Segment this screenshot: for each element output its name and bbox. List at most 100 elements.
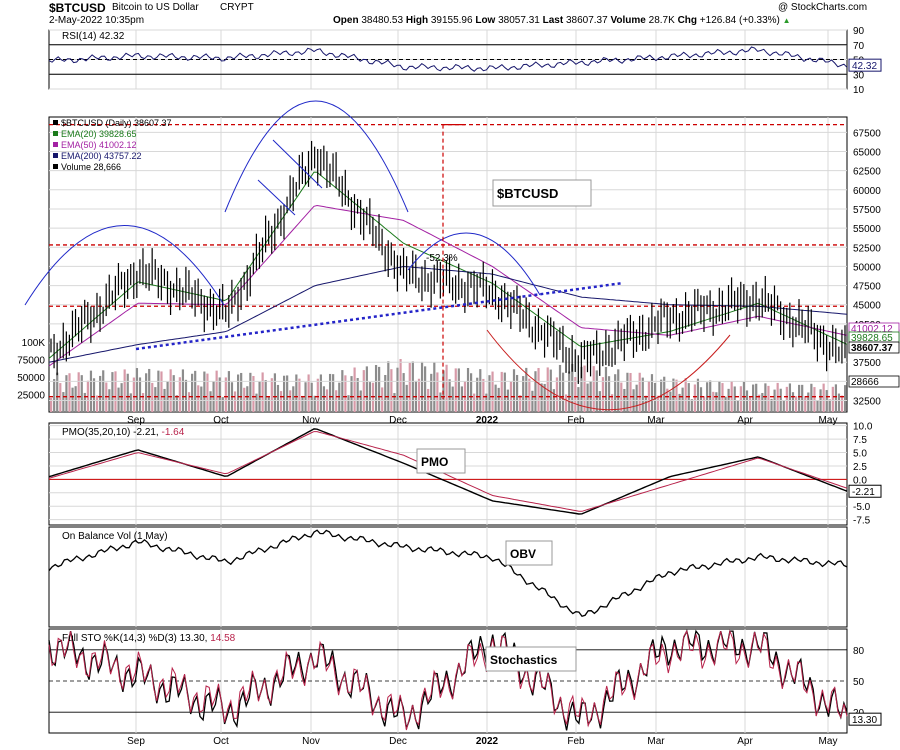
volume-bar — [601, 377, 605, 412]
volume-bar — [313, 395, 316, 412]
price-badge: 28666 — [851, 377, 879, 388]
volume-bar — [197, 385, 200, 412]
pmo-tick-label: 2.5 — [853, 462, 867, 473]
volume-bar — [374, 365, 378, 412]
rsi-label: RSI(14) 42.32 — [62, 31, 125, 42]
volume-bar — [638, 372, 641, 412]
volume-bar — [448, 379, 451, 412]
last-value: 38607.37 — [565, 15, 608, 26]
volume-bar — [135, 368, 139, 412]
volume-bar — [227, 371, 231, 412]
volume-bar — [200, 386, 203, 412]
volume-bar — [476, 377, 479, 412]
volume-bar — [494, 384, 497, 412]
volume-bar — [289, 390, 292, 412]
volume-bar — [175, 395, 178, 412]
volume-bar — [473, 393, 476, 412]
x-month-label: Mar — [647, 415, 665, 426]
volume-bar — [295, 374, 298, 412]
volume-bar — [408, 363, 411, 412]
pmo-tick-label: 5.0 — [853, 449, 867, 460]
x-month-label: Apr — [737, 415, 753, 426]
x-month-label: Dec — [389, 415, 407, 426]
volume-bar — [810, 383, 813, 412]
volume-bar — [509, 381, 513, 412]
volume-bar — [479, 369, 482, 412]
sto-annotation: Stochastics — [490, 653, 558, 667]
volume-bar — [739, 386, 742, 412]
legend-entry: Volume 28,666 — [61, 162, 121, 172]
price-tick-label: 62500 — [853, 167, 881, 178]
volume-bar — [322, 386, 326, 412]
open-label: Open — [333, 15, 359, 26]
legend-entry: EMA(50) 41002.12 — [61, 140, 137, 150]
volume-bar — [151, 382, 154, 412]
volume-bar — [519, 395, 522, 412]
header-name: Bitcoin to US Dollar — [112, 2, 199, 13]
trend-stroke — [272, 139, 323, 189]
volume-bar — [430, 373, 433, 412]
drop-percent-label: -52.3% — [426, 253, 458, 264]
volume-bar — [770, 398, 773, 412]
volume-bar — [187, 392, 191, 412]
pmo-tick-label: 10.0 — [853, 422, 873, 433]
volume-tick-label: 100K — [22, 338, 46, 349]
volume-bar — [304, 382, 307, 412]
volume-bar — [310, 382, 313, 412]
x-month-label: Apr — [737, 736, 753, 747]
volume-bar — [469, 373, 473, 412]
volume-tick-label: 25000 — [17, 391, 45, 402]
volume-bar — [801, 384, 804, 412]
volume-bar — [767, 385, 770, 412]
volume-bar — [71, 387, 74, 412]
cup-arc — [486, 329, 731, 411]
volume-bar — [424, 366, 427, 412]
volume-bar — [178, 377, 181, 412]
ema20-line — [48, 171, 848, 359]
volume-bar — [148, 368, 151, 412]
pmo-tick-label: -5.0 — [853, 502, 871, 513]
volume-bar — [267, 396, 270, 412]
volume-bar — [598, 391, 601, 412]
price-tick-label: 60000 — [853, 186, 881, 197]
volume-bar — [653, 382, 657, 412]
volume-bar — [396, 367, 399, 412]
volume-bar — [595, 370, 598, 412]
volume-bar — [184, 379, 188, 412]
volume-bar — [362, 370, 365, 412]
volume-bar — [341, 370, 344, 412]
volume-bar — [292, 386, 295, 412]
volume-bar — [95, 395, 99, 412]
volume-bar — [641, 377, 644, 412]
x-month-label: May — [819, 415, 838, 426]
x-month-label: Mar — [647, 736, 665, 747]
volume-bar — [261, 372, 264, 412]
volume-bar — [402, 373, 405, 412]
volume-bar — [387, 361, 390, 412]
ema50-line — [48, 204, 848, 367]
volume-bar — [840, 395, 844, 412]
rsi-series-line — [48, 46, 848, 72]
volume-bar — [540, 383, 543, 412]
volume-label: Volume — [610, 15, 646, 26]
price-annotation-title: $BTCUSD — [497, 186, 558, 201]
volume-bar — [381, 387, 384, 412]
volume-bar — [813, 387, 816, 412]
chg-value: +126.84 (+0.33%) — [699, 15, 780, 26]
volume-bar — [758, 394, 761, 412]
volume-bar — [332, 374, 335, 412]
volume-bar — [237, 374, 240, 412]
obv-label: On Balance Vol (1 May) — [62, 531, 168, 542]
volume-bar — [166, 381, 169, 412]
price-tick-label: 65000 — [853, 147, 881, 158]
volume-bar — [451, 386, 454, 412]
volume-bar — [681, 387, 684, 412]
volume-bar — [844, 385, 847, 412]
x-month-label: Oct — [213, 415, 229, 426]
obv-annotation-box — [505, 540, 553, 566]
rsi-tick-label: 90 — [853, 26, 865, 37]
high-label: High — [405, 15, 429, 26]
volume-bar — [191, 373, 194, 412]
pmo-tick-label: 7.5 — [853, 435, 867, 446]
volume-bar — [252, 376, 255, 412]
